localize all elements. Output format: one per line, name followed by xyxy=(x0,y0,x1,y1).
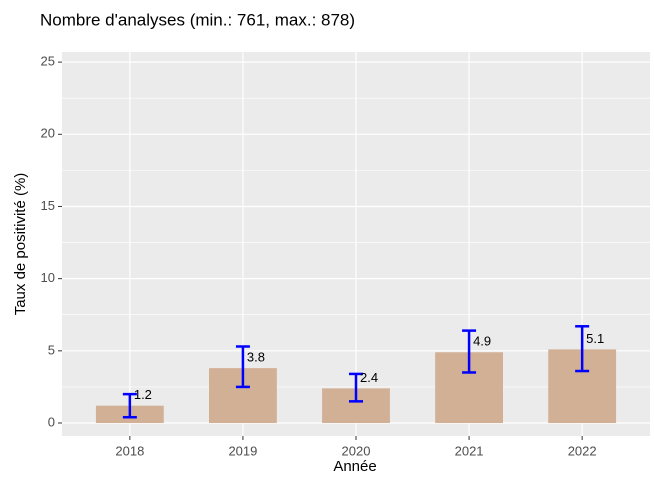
y-tick-label: 25 xyxy=(41,54,55,69)
y-tick-label: 20 xyxy=(41,126,55,141)
x-tick-label: 2022 xyxy=(568,443,597,458)
y-tick-label: 10 xyxy=(41,270,55,285)
value-label: 4.9 xyxy=(473,334,491,349)
y-tick-label: 0 xyxy=(48,414,55,429)
value-label: 1.2 xyxy=(134,387,152,402)
value-label: 2.4 xyxy=(360,370,378,385)
y-tick-label: 15 xyxy=(41,198,55,213)
x-axis-label: Année xyxy=(333,458,376,475)
x-tick-label: 2020 xyxy=(342,443,371,458)
y-axis-label: Taux de positivité (%) xyxy=(12,173,29,316)
value-label: 3.8 xyxy=(247,350,265,365)
y-tick-label: 5 xyxy=(48,342,55,357)
value-label: 5.1 xyxy=(586,331,604,346)
x-tick-label: 2021 xyxy=(455,443,484,458)
chart-title: Nombre d'analyses (min.: 761, max.: 878) xyxy=(40,10,355,29)
x-tick-label: 2018 xyxy=(115,443,144,458)
x-tick-label: 2019 xyxy=(228,443,257,458)
